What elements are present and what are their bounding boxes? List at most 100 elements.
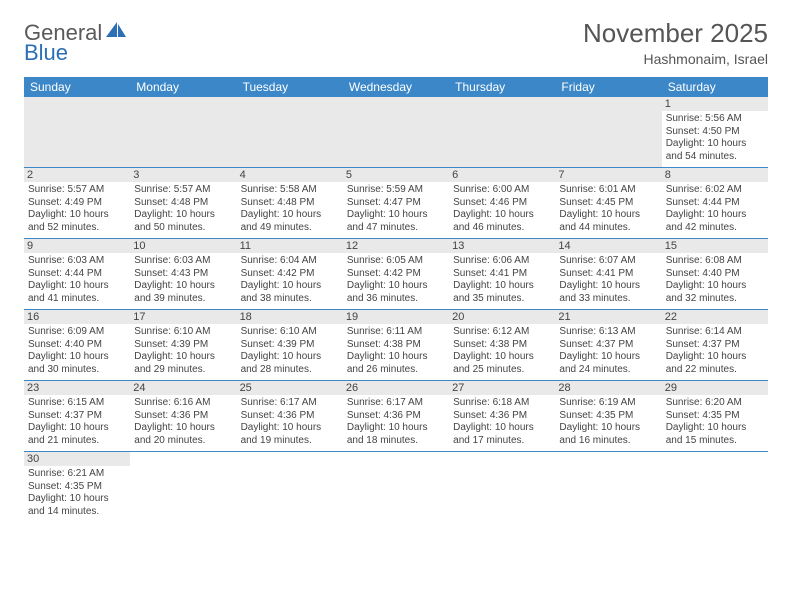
daylight-line: Daylight: 10 hours and 35 minutes. xyxy=(453,280,551,305)
sunset-line: Sunset: 4:37 PM xyxy=(28,410,126,423)
sunset-line: Sunset: 4:42 PM xyxy=(347,268,445,281)
day-cell xyxy=(343,452,449,522)
weekday-header: Saturday xyxy=(662,77,768,97)
day-number: 4 xyxy=(237,168,343,182)
sunrise-line: Sunrise: 5:59 AM xyxy=(347,184,445,197)
sunrise-line: Sunrise: 6:04 AM xyxy=(241,255,339,268)
day-details: Sunrise: 6:08 AMSunset: 4:40 PMDaylight:… xyxy=(666,255,764,305)
day-number: 23 xyxy=(24,381,130,395)
daylight-line: Daylight: 10 hours and 49 minutes. xyxy=(241,209,339,234)
day-details: Sunrise: 6:03 AMSunset: 4:44 PMDaylight:… xyxy=(28,255,126,305)
daylight-line: Daylight: 10 hours and 18 minutes. xyxy=(347,422,445,447)
day-cell: 13Sunrise: 6:06 AMSunset: 4:41 PMDayligh… xyxy=(449,239,555,309)
day-details: Sunrise: 5:57 AMSunset: 4:48 PMDaylight:… xyxy=(134,184,232,234)
sunset-line: Sunset: 4:50 PM xyxy=(666,126,764,139)
sunrise-line: Sunrise: 6:11 AM xyxy=(347,326,445,339)
daylight-line: Daylight: 10 hours and 25 minutes. xyxy=(453,351,551,376)
calendar: SundayMondayTuesdayWednesdayThursdayFrid… xyxy=(24,77,768,522)
day-number: 12 xyxy=(343,239,449,253)
sunset-line: Sunset: 4:35 PM xyxy=(28,481,126,494)
day-details: Sunrise: 6:02 AMSunset: 4:44 PMDaylight:… xyxy=(666,184,764,234)
day-number: 24 xyxy=(130,381,236,395)
day-details: Sunrise: 6:10 AMSunset: 4:39 PMDaylight:… xyxy=(241,326,339,376)
day-details: Sunrise: 6:06 AMSunset: 4:41 PMDaylight:… xyxy=(453,255,551,305)
sunrise-line: Sunrise: 6:18 AM xyxy=(453,397,551,410)
sunrise-line: Sunrise: 5:57 AM xyxy=(134,184,232,197)
sunrise-line: Sunrise: 6:21 AM xyxy=(28,468,126,481)
day-number: 29 xyxy=(662,381,768,395)
sunrise-line: Sunrise: 6:16 AM xyxy=(134,397,232,410)
sunset-line: Sunset: 4:49 PM xyxy=(28,197,126,210)
daylight-line: Daylight: 10 hours and 54 minutes. xyxy=(666,138,764,163)
day-cell xyxy=(343,97,449,167)
day-number: 19 xyxy=(343,310,449,324)
sunrise-line: Sunrise: 6:12 AM xyxy=(453,326,551,339)
sunrise-line: Sunrise: 6:20 AM xyxy=(666,397,764,410)
sunrise-line: Sunrise: 6:10 AM xyxy=(134,326,232,339)
sunset-line: Sunset: 4:36 PM xyxy=(453,410,551,423)
day-number: 28 xyxy=(555,381,661,395)
sunset-line: Sunset: 4:35 PM xyxy=(559,410,657,423)
day-cell xyxy=(237,452,343,522)
day-details: Sunrise: 6:10 AMSunset: 4:39 PMDaylight:… xyxy=(134,326,232,376)
sail-icon xyxy=(106,20,128,46)
day-cell: 8 Sunrise: 6:02 AMSunset: 4:44 PMDaylight… xyxy=(662,168,768,238)
daylight-line: Daylight: 10 hours and 36 minutes. xyxy=(347,280,445,305)
day-cell: 14Sunrise: 6:07 AMSunset: 4:41 PMDayligh… xyxy=(555,239,661,309)
sunrise-line: Sunrise: 6:09 AM xyxy=(28,326,126,339)
day-number: 2 xyxy=(24,168,130,182)
header: General November 2025 Hashmonaim, Israel xyxy=(0,0,792,73)
week-row: 2Sunrise: 5:57 AMSunset: 4:49 PMDaylight… xyxy=(24,168,768,239)
day-cell: 9Sunrise: 6:03 AMSunset: 4:44 PMDaylight… xyxy=(24,239,130,309)
sunrise-line: Sunrise: 6:01 AM xyxy=(559,184,657,197)
day-number: 8 xyxy=(662,168,768,182)
sunset-line: Sunset: 4:41 PM xyxy=(559,268,657,281)
day-cell: 4Sunrise: 5:58 AMSunset: 4:48 PMDaylight… xyxy=(237,168,343,238)
week-row: 23Sunrise: 6:15 AMSunset: 4:37 PMDayligh… xyxy=(24,381,768,452)
day-number: 16 xyxy=(24,310,130,324)
sunrise-line: Sunrise: 6:08 AM xyxy=(666,255,764,268)
daylight-line: Daylight: 10 hours and 15 minutes. xyxy=(666,422,764,447)
sunset-line: Sunset: 4:47 PM xyxy=(347,197,445,210)
daylight-line: Daylight: 10 hours and 32 minutes. xyxy=(666,280,764,305)
day-cell xyxy=(130,452,236,522)
logo-word2: Blue xyxy=(24,40,68,66)
sunset-line: Sunset: 4:44 PM xyxy=(28,268,126,281)
day-cell: 3 Sunrise: 5:57 AMSunset: 4:48 PMDaylight… xyxy=(130,168,236,238)
weekday-header: Thursday xyxy=(449,77,555,97)
sunrise-line: Sunrise: 6:17 AM xyxy=(241,397,339,410)
daylight-line: Daylight: 10 hours and 46 minutes. xyxy=(453,209,551,234)
daylight-line: Daylight: 10 hours and 16 minutes. xyxy=(559,422,657,447)
day-cell: 12 Sunrise: 6:05 AMSunset: 4:42 PMDayligh… xyxy=(343,239,449,309)
sunset-line: Sunset: 4:40 PM xyxy=(28,339,126,352)
day-cell: 6Sunrise: 6:00 AMSunset: 4:46 PMDaylight… xyxy=(449,168,555,238)
day-details: Sunrise: 5:57 AMSunset: 4:49 PMDaylight:… xyxy=(28,184,126,234)
day-cell: 10Sunrise: 6:03 AMSunset: 4:43 PMDayligh… xyxy=(130,239,236,309)
sunset-line: Sunset: 4:36 PM xyxy=(134,410,232,423)
sunset-line: Sunset: 4:37 PM xyxy=(559,339,657,352)
daylight-line: Daylight: 10 hours and 20 minutes. xyxy=(134,422,232,447)
daylight-line: Daylight: 10 hours and 38 minutes. xyxy=(241,280,339,305)
daylight-line: Daylight: 10 hours and 19 minutes. xyxy=(241,422,339,447)
location: Hashmonaim, Israel xyxy=(583,51,768,67)
daylight-line: Daylight: 10 hours and 22 minutes. xyxy=(666,351,764,376)
weekday-header: Monday xyxy=(130,77,236,97)
daylight-line: Daylight: 10 hours and 52 minutes. xyxy=(28,209,126,234)
sunset-line: Sunset: 4:41 PM xyxy=(453,268,551,281)
daylight-line: Daylight: 10 hours and 33 minutes. xyxy=(559,280,657,305)
day-number: 3 xyxy=(130,168,236,182)
sunset-line: Sunset: 4:38 PM xyxy=(347,339,445,352)
sunset-line: Sunset: 4:46 PM xyxy=(453,197,551,210)
day-details: Sunrise: 6:21 AMSunset: 4:35 PMDaylight:… xyxy=(28,468,126,518)
sunset-line: Sunset: 4:44 PM xyxy=(666,197,764,210)
month-title: November 2025 xyxy=(583,18,768,49)
day-cell xyxy=(237,97,343,167)
daylight-line: Daylight: 10 hours and 28 minutes. xyxy=(241,351,339,376)
sunset-line: Sunset: 4:36 PM xyxy=(241,410,339,423)
sunrise-line: Sunrise: 6:05 AM xyxy=(347,255,445,268)
daylight-line: Daylight: 10 hours and 42 minutes. xyxy=(666,209,764,234)
day-cell: 11Sunrise: 6:04 AMSunset: 4:42 PMDayligh… xyxy=(237,239,343,309)
day-details: Sunrise: 6:19 AMSunset: 4:35 PMDaylight:… xyxy=(559,397,657,447)
day-number: 20 xyxy=(449,310,555,324)
day-details: Sunrise: 6:13 AMSunset: 4:37 PMDaylight:… xyxy=(559,326,657,376)
